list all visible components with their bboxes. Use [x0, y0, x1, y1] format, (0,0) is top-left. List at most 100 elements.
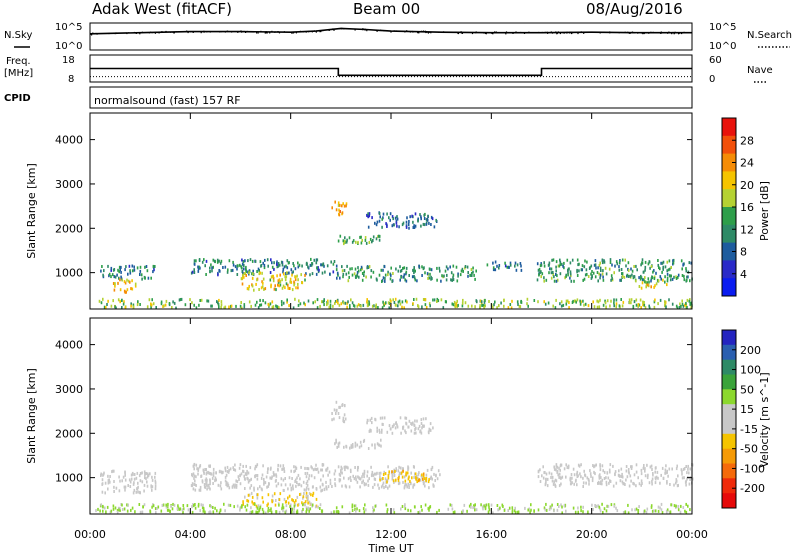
range-cell [372, 235, 375, 239]
range-cell [290, 469, 292, 473]
range-cell [587, 304, 590, 308]
range-cell [277, 264, 280, 268]
range-cell [212, 506, 214, 509]
nsky-point [541, 31, 543, 34]
range-cell [400, 507, 402, 511]
range-cell [439, 473, 441, 477]
range-cell [691, 463, 694, 467]
range-cell [333, 408, 336, 412]
range-cell [374, 504, 377, 508]
range-cell [271, 261, 273, 265]
range-cell [102, 297, 104, 301]
range-cell [603, 260, 606, 264]
range-cell [138, 474, 141, 478]
range-cell [601, 272, 604, 276]
range-cell [393, 511, 396, 515]
range-cell [403, 306, 405, 310]
range-cell [118, 475, 120, 479]
range-cell [681, 302, 684, 306]
nsky-point [599, 32, 601, 34]
range-cell [154, 265, 156, 268]
range-cell [133, 473, 136, 476]
range-cell [354, 441, 357, 445]
range-cell [642, 466, 645, 470]
range-cell [683, 278, 686, 282]
range-cell [633, 300, 636, 304]
range-cell [351, 301, 354, 305]
range-cell [644, 306, 647, 310]
range-cell [492, 511, 494, 515]
range-cell [538, 267, 541, 271]
range-cell [569, 477, 571, 481]
range-cell [137, 490, 139, 494]
colorbar-segment [722, 419, 736, 435]
range-cell [191, 270, 194, 274]
range-cell [494, 260, 497, 264]
range-cell [259, 485, 261, 489]
range-cell [393, 470, 395, 474]
range-cell [472, 506, 474, 510]
range-cell [113, 275, 116, 279]
range-cell [540, 263, 543, 267]
range-cell [403, 273, 406, 277]
range-cell [630, 467, 633, 470]
range-cell [517, 302, 519, 306]
range-cell [601, 478, 604, 482]
range-cell [256, 477, 259, 481]
range-cell [348, 236, 351, 240]
range-cell [121, 479, 123, 483]
range-cell [212, 265, 214, 269]
range-cell [199, 509, 201, 513]
range-cell [675, 304, 678, 308]
range-cell [421, 305, 423, 309]
range-cell [351, 443, 354, 446]
range-cell [614, 264, 616, 268]
range-cell [475, 269, 477, 273]
range-cell [648, 481, 651, 485]
range-cell [388, 472, 390, 476]
range-cell [144, 476, 146, 480]
range-cell [559, 272, 562, 276]
range-cell [474, 508, 476, 512]
range-cell [675, 467, 678, 471]
range-cell [640, 483, 642, 487]
range-cell [613, 504, 615, 508]
range-cell [408, 486, 410, 489]
range-cell [549, 267, 551, 271]
range-cell [337, 301, 339, 305]
range-cell [262, 510, 265, 514]
range-cell [124, 473, 126, 477]
nsky-point [291, 32, 293, 34]
range-cell [460, 269, 463, 273]
range-cell [518, 304, 521, 308]
range-cell [155, 511, 157, 515]
range-cell [218, 305, 220, 309]
range-cell [601, 464, 604, 468]
range-cell [335, 299, 338, 303]
range-cell [281, 278, 283, 282]
range-cell [629, 474, 632, 478]
range-cell [233, 468, 235, 471]
range-cell [243, 272, 246, 276]
range-cell [139, 472, 142, 475]
range-cell [579, 472, 581, 476]
range-cell [349, 267, 351, 271]
range-cell [101, 504, 104, 508]
nsky-point [256, 32, 258, 34]
range-cell [351, 273, 354, 277]
range-cell [290, 268, 293, 272]
range-cell [321, 468, 323, 472]
range-cell [242, 500, 244, 504]
range-cell [641, 482, 643, 485]
range-cell [151, 478, 154, 482]
range-cell [402, 426, 404, 430]
range-cell [221, 471, 223, 475]
range-cell [193, 262, 196, 266]
range-cell [596, 271, 599, 274]
range-cell [561, 505, 563, 509]
range-cell [412, 421, 414, 425]
range-cell [417, 472, 420, 476]
range-cell [209, 270, 211, 273]
range-cell [106, 505, 109, 509]
range-cell [130, 473, 133, 477]
